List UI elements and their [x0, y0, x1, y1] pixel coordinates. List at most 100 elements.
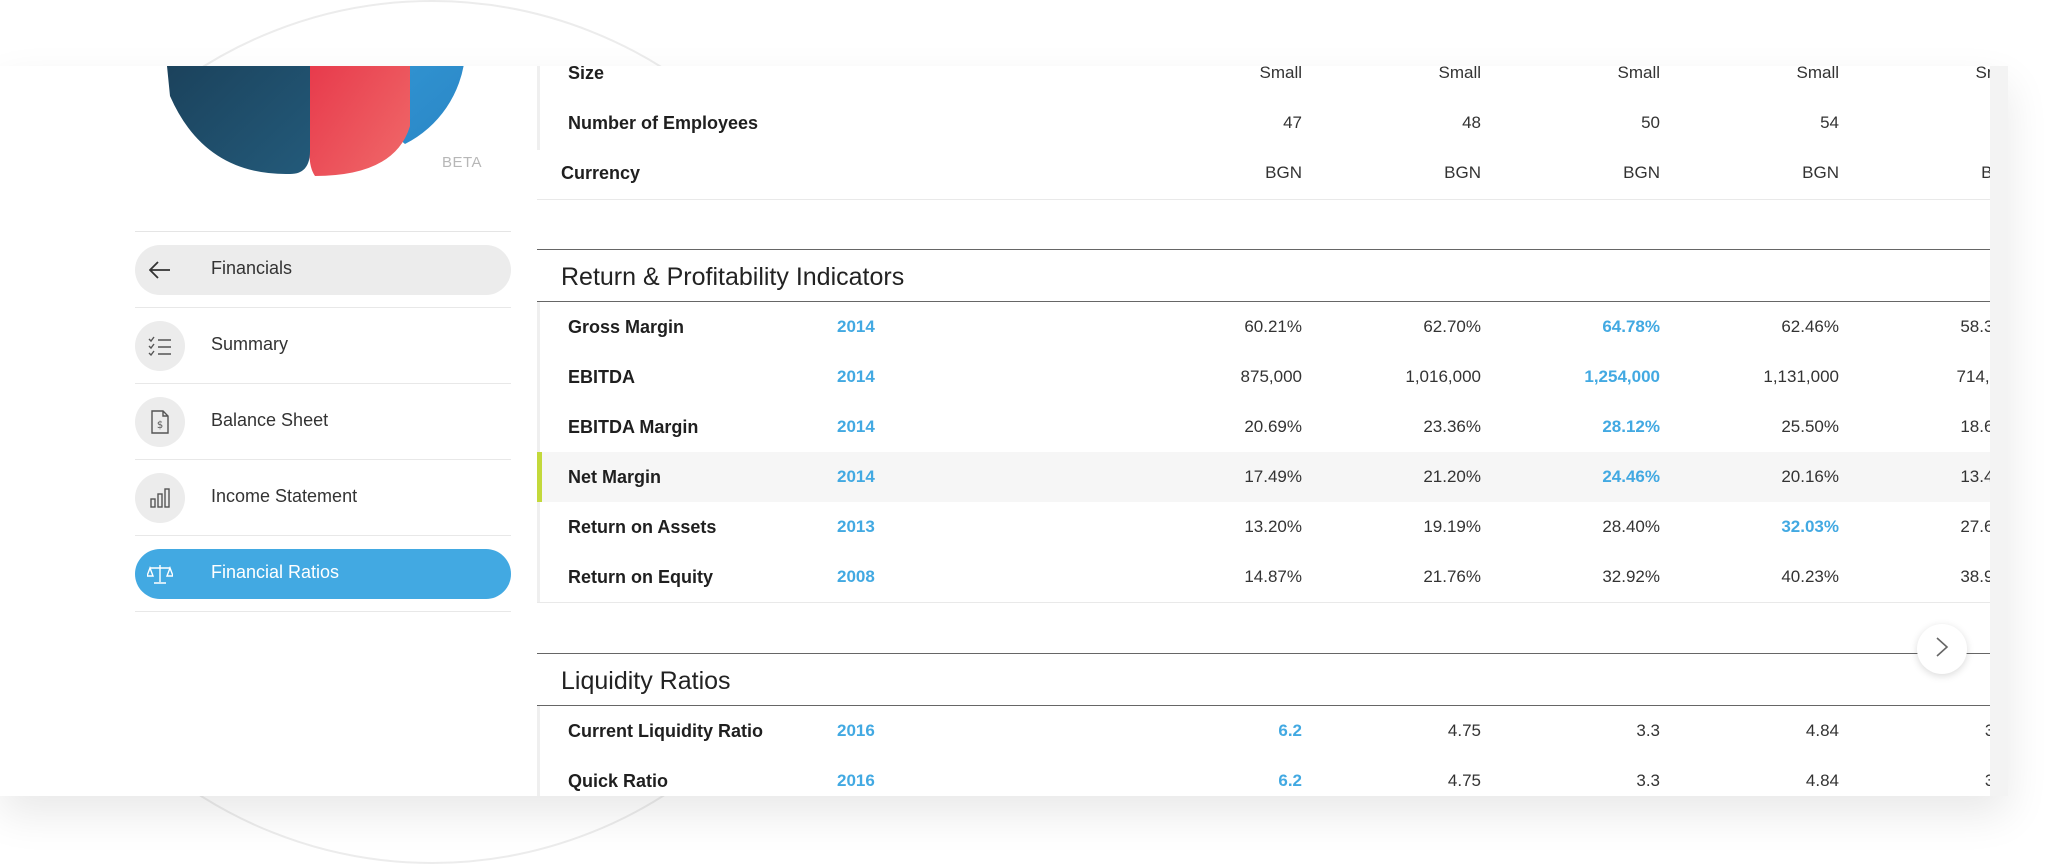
cell-value: 4.84	[1805, 721, 1839, 740]
section-divider	[537, 301, 1990, 302]
cell-value: 875,000	[1240, 367, 1302, 386]
cell-value: Small	[1878, 66, 2008, 98]
cell-value: 14.87%	[1244, 567, 1302, 586]
row-label: Gross Margin	[568, 317, 685, 337]
sidebar-item-income-statement[interactable]: Income Statement	[135, 460, 511, 536]
checklist-icon	[135, 321, 185, 371]
cell-value: Small	[1259, 66, 1302, 82]
best-year-link[interactable]: 2014	[837, 317, 875, 336]
best-year-link[interactable]: 2008	[837, 567, 875, 586]
cell-value-best: 32.03%	[1781, 517, 1839, 536]
cell-value: 20.16%	[1781, 467, 1839, 486]
section-divider	[537, 653, 1990, 654]
section-divider	[537, 705, 1990, 706]
sidebar-item-label: Balance Sheet	[211, 410, 329, 430]
cell-value-best: 6.2	[1278, 771, 1302, 790]
best-year-link[interactable]: 2014	[837, 467, 875, 486]
cell-value: 40.23%	[1781, 567, 1839, 586]
row-label: Quick Ratio	[568, 771, 669, 791]
cell-value: 23.36%	[1423, 417, 1481, 436]
sidebar-item-summary[interactable]: Summary	[135, 308, 511, 384]
cell-value: 3.3	[1636, 771, 1660, 790]
table-row-return-on-assets[interactable]: Return on Assets 2013 13.20% 19.19% 28.4…	[537, 502, 2008, 552]
cell-value: 50	[1641, 113, 1660, 132]
row-label: Net Margin	[568, 467, 662, 487]
table-left-border	[537, 66, 540, 150]
chevron-right-icon	[1935, 636, 1949, 663]
table-row-gross-margin[interactable]: Gross Margin 2014 60.21% 62.70% 64.78% 6…	[537, 302, 2008, 352]
cell-value: 60.21%	[1244, 317, 1302, 336]
table-row-net-margin[interactable]: Net Margin 2014 17.49% 21.20% 24.46% 20.…	[537, 452, 2008, 502]
row-label: Size	[568, 66, 605, 83]
sidebar-item-label: Financials	[211, 258, 293, 278]
best-year-link[interactable]: 2016	[837, 721, 875, 740]
cell-value: BGN	[1265, 163, 1302, 182]
cell-value: 13.20%	[1244, 517, 1302, 536]
cell-value: BGN	[1802, 163, 1839, 182]
row-label: EBITDA	[568, 367, 635, 387]
cell-value: 21.20%	[1423, 467, 1481, 486]
scroll-right-button[interactable]	[1917, 624, 1967, 674]
cell-value: BGN	[1878, 148, 2008, 198]
sidebar-nav: Financials Summary $ Balance Sheet	[135, 231, 511, 612]
cell-value: 20.69%	[1244, 417, 1302, 436]
row-label: Return on Assets	[568, 517, 717, 537]
cell-value: 4.75	[1447, 721, 1481, 740]
section-title-profitability: Return & Profitability Indicators	[561, 263, 905, 291]
table-row-ebitda-margin[interactable]: EBITDA Margin 2014 20.69% 23.36% 28.12% …	[537, 402, 2008, 452]
cell-value: 38.96%	[1960, 567, 2008, 586]
row-label: Current Liquidity Ratio	[568, 721, 763, 741]
cell-value: 19.19%	[1423, 517, 1481, 536]
dollar-document-icon: $	[135, 397, 185, 447]
main-card: BETA Financials Summary $	[0, 66, 2008, 796]
sidebar-item-label: Income Statement	[211, 486, 358, 506]
cell-value: 3.02	[1878, 706, 2008, 756]
vertical-scrollbar[interactable]	[1990, 66, 2008, 796]
best-year-link[interactable]: 2014	[837, 367, 875, 386]
sidebar-item-label: Summary	[211, 334, 289, 354]
cell-value: Small	[1796, 66, 1839, 82]
row-label: EBITDA Margin	[568, 417, 699, 437]
cell-value: 58.33%	[1960, 317, 2008, 336]
sidebar-item-balance-sheet[interactable]: $ Balance Sheet	[135, 384, 511, 460]
nav-pill	[135, 549, 511, 599]
cell-value: 28.40%	[1602, 517, 1660, 536]
cell-value: 48	[1462, 113, 1481, 132]
nav-pill	[135, 245, 511, 295]
best-year-link[interactable]: 2013	[837, 517, 875, 536]
cell-value: 62.46%	[1781, 317, 1839, 336]
best-year-link[interactable]: 2014	[837, 417, 875, 436]
cell-value-best: 64.78%	[1602, 317, 1660, 336]
section-divider	[537, 249, 1990, 250]
row-divider	[537, 199, 1990, 200]
cell-value: 62.70%	[1423, 317, 1481, 336]
row-label: Number of Employees	[568, 113, 759, 133]
cell-value: 21.76%	[1423, 567, 1481, 586]
svg-text:$: $	[157, 420, 163, 431]
cell-value: 13.48%	[1960, 467, 2008, 486]
cell-value: Small	[1617, 66, 1660, 82]
cell-value-best: 1,254,000	[1584, 367, 1660, 386]
best-year-link[interactable]: 2016	[837, 771, 875, 790]
cell-value: 47	[1283, 113, 1302, 132]
beta-badge: BETA	[442, 154, 483, 171]
cell-value: BGN	[1444, 163, 1481, 182]
table-row-quick-ratio[interactable]: Quick Ratio 2016 6.2 4.75 3.3 4.84 3.02	[537, 756, 2008, 796]
table-row-current-liquidity[interactable]: Current Liquidity Ratio 2016 6.2 4.75 3.…	[537, 706, 2008, 756]
cell-value: 714,000	[1956, 367, 2008, 386]
cell-value: 32.92%	[1602, 567, 1660, 586]
sidebar-item-label: Financial Ratios	[211, 562, 340, 582]
cell-value: 27.65%	[1960, 517, 2008, 536]
bar-chart-icon	[135, 473, 185, 523]
sidebar-item-financials[interactable]: Financials	[135, 232, 511, 308]
cell-value: 3.02	[1878, 756, 2008, 796]
cell-value: 1,131,000	[1763, 367, 1839, 386]
cell-value-best: 28.12%	[1602, 417, 1660, 436]
table-row-return-on-equity[interactable]: Return on Equity 2008 14.87% 21.76% 32.9…	[537, 552, 2008, 602]
cell-value: 4.84	[1805, 771, 1839, 790]
sidebar-item-financial-ratios[interactable]: Financial Ratios	[135, 536, 511, 612]
cell-value: 18.62%	[1960, 417, 2008, 436]
cell-value: 17.49%	[1244, 467, 1302, 486]
cell-value: 4.75	[1447, 771, 1481, 790]
table-row-ebitda[interactable]: EBITDA 2014 875,000 1,016,000 1,254,000 …	[537, 352, 2008, 402]
